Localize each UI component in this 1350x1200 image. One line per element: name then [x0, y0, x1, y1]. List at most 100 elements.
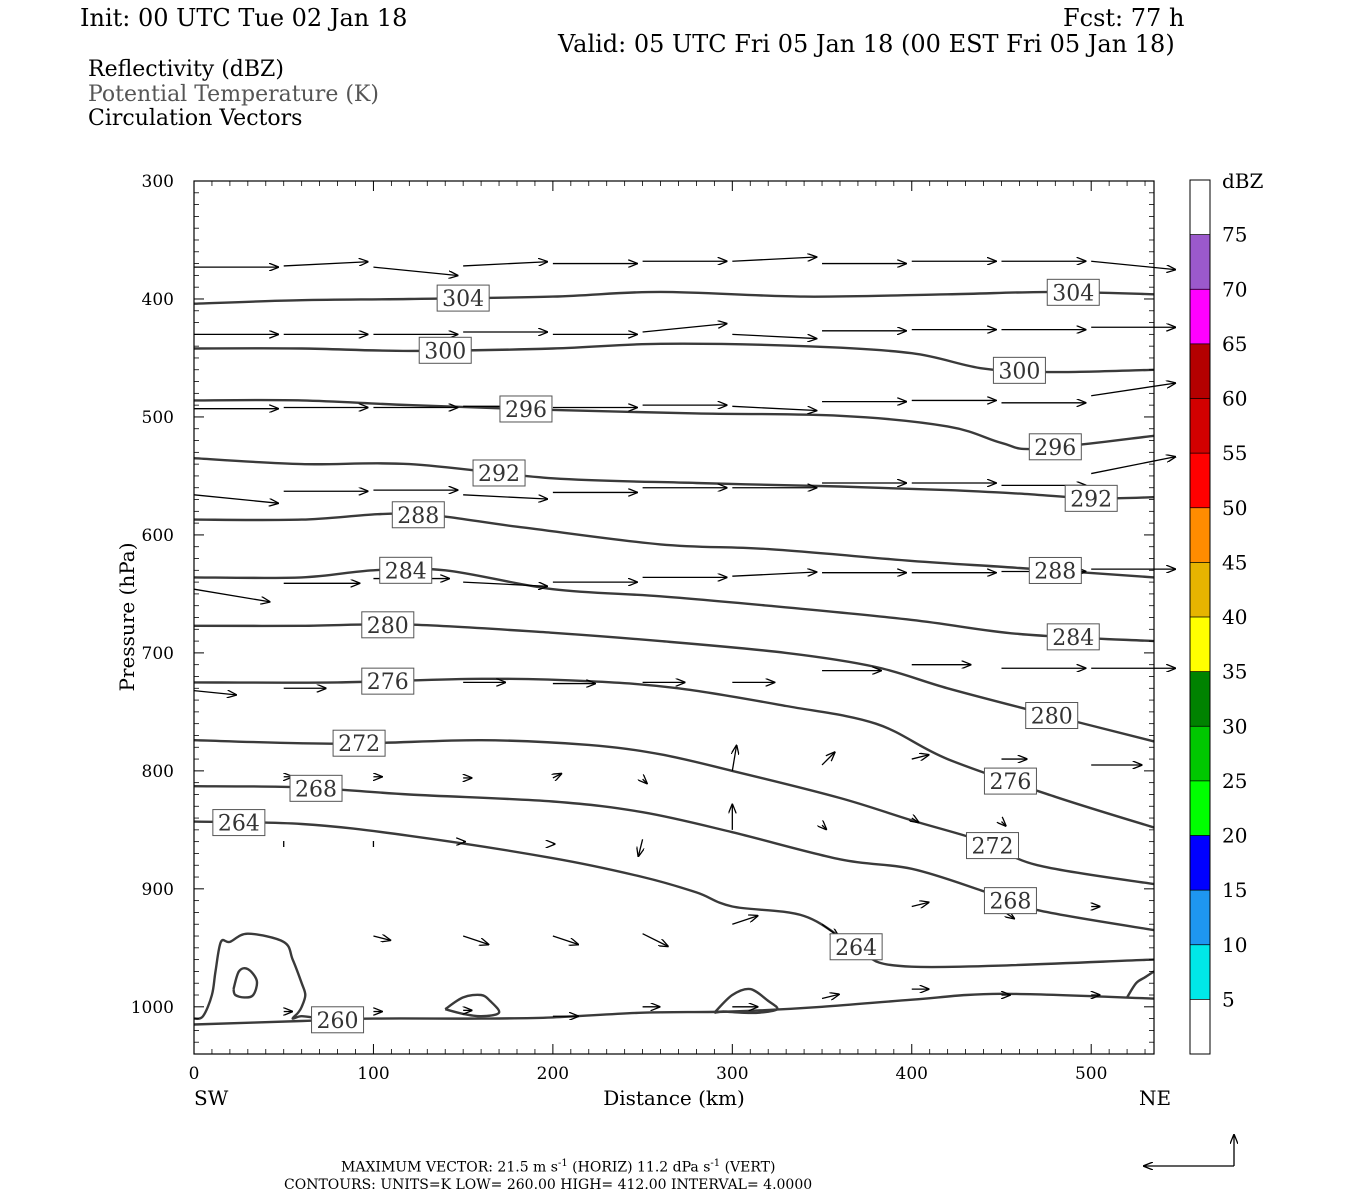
- contour-label: 284: [1052, 626, 1094, 651]
- x-tick-label: 500: [1075, 1064, 1107, 1084]
- contour-label: 296: [505, 398, 547, 423]
- theta-contour-284: [193, 567, 1155, 643]
- x-tick-label: 200: [537, 1064, 569, 1084]
- reference-vector: [1144, 1135, 1234, 1166]
- legend-circulation-vectors: Circulation Vectors: [88, 106, 303, 131]
- x-tick-label: 400: [896, 1064, 928, 1084]
- x-axis-right-end: NE: [1139, 1086, 1171, 1110]
- colorbar-label: 15: [1222, 878, 1247, 902]
- valid-time: Valid: 05 UTC Fri 05 Jan 18 (00 EST Fri …: [558, 30, 1175, 58]
- colorbar-swatch: [1190, 562, 1210, 617]
- theta-contour-304: [193, 290, 1155, 305]
- init-time: Init: 00 UTC Tue 02 Jan 18: [80, 4, 408, 32]
- circulation-vector: [732, 916, 757, 925]
- contour-label-box: [212, 809, 266, 837]
- contour-label: 272: [338, 732, 380, 757]
- colorbar-label: 40: [1222, 605, 1247, 629]
- colorbar-title: dBZ: [1222, 169, 1264, 193]
- contour-label-box: [332, 729, 386, 757]
- colorbar-swatch: [1190, 999, 1210, 1054]
- theta-contour-labels: 304 304 300 300 296 296 292 292 288 288 284 284 280 2…: [212, 278, 1118, 1034]
- x-tick-label: 0: [189, 1064, 200, 1084]
- colorbar-swatch: [1190, 289, 1210, 344]
- axes: 0 100 200 300 400 500 300 400 500 600 700 800 900 100…: [131, 172, 1154, 1084]
- colorbar-label: 65: [1222, 332, 1247, 356]
- contour-label: 280: [367, 614, 409, 639]
- circulation-vectors: [193, 257, 1175, 1016]
- reflectivity-contour: [193, 932, 338, 1023]
- circulation-vector: [911, 902, 929, 906]
- theta-contour-264: [193, 820, 1155, 969]
- contour-label-box: [472, 459, 526, 487]
- contour-label: 288: [397, 504, 439, 529]
- plot-frame: [193, 180, 1155, 1055]
- contour-label-box: [436, 284, 490, 312]
- circulation-vector: [732, 572, 816, 577]
- maxvec-horiz-sup: -1: [557, 1158, 568, 1169]
- contour-label: 276: [367, 670, 409, 695]
- colorbar-label: 35: [1222, 660, 1247, 684]
- contour-label: 268: [295, 777, 337, 802]
- contour-label-box: [289, 774, 343, 802]
- maxvec-suffix: (VERT): [720, 1159, 776, 1176]
- contour-label: 296: [1034, 436, 1076, 461]
- colorbar-swatch: [1190, 617, 1210, 672]
- maxvec-vert-text: (HORIZ) 11.2 dPa s: [567, 1159, 711, 1176]
- colorbar-swatch: [1190, 671, 1210, 727]
- contour-label-box: [983, 887, 1037, 915]
- contour-info: CONTOURS: UNITS=K LOW= 260.00 HIGH= 412.…: [284, 1177, 813, 1193]
- contour-label: 280: [1031, 705, 1073, 730]
- colorbar-label: 60: [1222, 387, 1247, 411]
- colorbar-label: 50: [1222, 496, 1247, 520]
- colorbar-label: 25: [1222, 769, 1247, 793]
- contour-label: 304: [442, 287, 484, 312]
- colorbar-swatch: [1190, 507, 1210, 563]
- forecast-hour: Fcst: 77 h: [1063, 4, 1185, 32]
- colorbar-label: 70: [1222, 277, 1247, 301]
- circulation-vector: [732, 333, 816, 338]
- contour-label-box: [983, 767, 1037, 795]
- contour-label-box: [418, 336, 472, 364]
- x-tick-label: 100: [357, 1064, 389, 1084]
- colorbar-swatch: [1190, 180, 1210, 235]
- colorbar-label: 30: [1222, 714, 1247, 738]
- legend-reflectivity: Reflectivity (dBZ): [88, 57, 284, 82]
- x-axis-label: Distance (km): [603, 1086, 745, 1110]
- colorbar: 5 10 15 20 25 30 35 40 45 50 55 60 65 70 75: [1189, 179, 1247, 1055]
- contour-label: 304: [1052, 281, 1094, 306]
- circulation-vector: [462, 935, 488, 944]
- x-axis-left-end: SW: [194, 1086, 229, 1110]
- circulation-vector: [642, 933, 668, 947]
- colorbar-label: 45: [1222, 550, 1247, 574]
- y-tick-label: 1000: [131, 998, 174, 1018]
- maxvec-horiz-text: MAXIMUM VECTOR: 21.5 m s: [341, 1159, 558, 1176]
- contour-label: 268: [989, 890, 1031, 915]
- theta-contour-292: [193, 457, 1155, 500]
- circulation-vector: [553, 774, 561, 778]
- reflectivity-contour: [444, 993, 501, 1018]
- y-tick-label: 300: [142, 172, 174, 192]
- theta-contours: [193, 290, 1155, 1026]
- circulation-vector: [1091, 260, 1175, 269]
- contour-label: 292: [478, 462, 520, 487]
- colorbar-swatch: [1190, 453, 1210, 508]
- colorbar-swatch: [1190, 398, 1210, 454]
- reflectivity-contour: [232, 967, 259, 999]
- contour-label-box: [1046, 278, 1100, 306]
- contour-label-box: [1028, 556, 1082, 584]
- contour-label: 264: [835, 936, 877, 961]
- theta-contour-296: [193, 398, 1155, 451]
- contour-label: 300: [998, 359, 1040, 384]
- circulation-vector: [463, 494, 547, 499]
- circulation-vector: [283, 262, 368, 267]
- circulation-vector: [1091, 383, 1175, 397]
- y-tick-label: 800: [142, 762, 174, 782]
- contour-label-box: [992, 356, 1046, 384]
- contour-label: 284: [385, 559, 427, 584]
- circulation-vector: [463, 581, 547, 586]
- circulation-vector: [638, 839, 642, 856]
- contour-label-box: [391, 501, 445, 529]
- colorbar-swatch: [1190, 780, 1210, 836]
- circulation-vector: [912, 818, 919, 822]
- contour-label: 288: [1034, 559, 1076, 584]
